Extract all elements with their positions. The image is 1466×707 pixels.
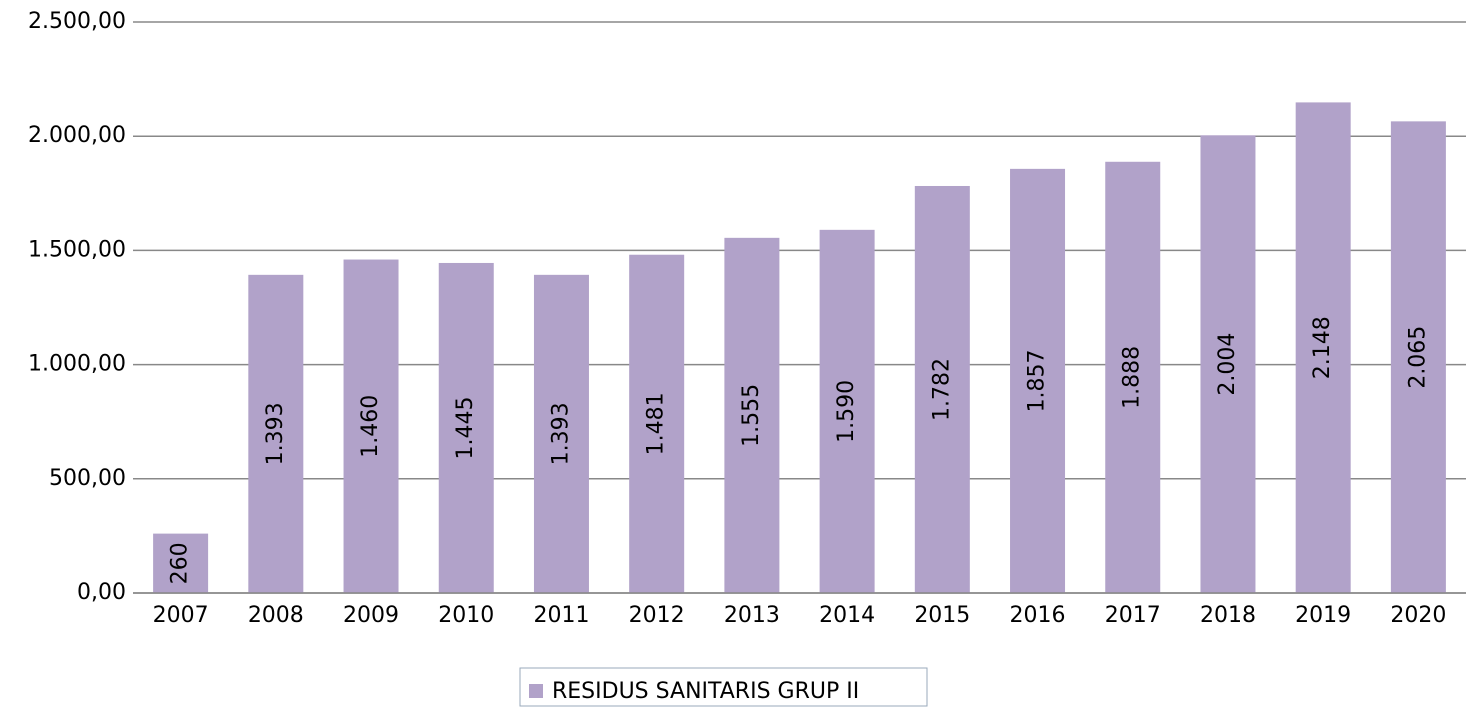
x-tick-label: 2007 xyxy=(153,603,209,628)
x-tick-label: 2016 xyxy=(1010,603,1066,628)
value-label: 2.065 xyxy=(1405,326,1430,389)
value-label: 1.590 xyxy=(834,380,859,443)
x-tick-label: 2010 xyxy=(438,603,494,628)
bar xyxy=(1010,168,1066,593)
y-tick-label: 1.500,00 xyxy=(28,237,126,262)
y-tick-label: 2.000,00 xyxy=(28,123,126,148)
x-tick-label: 2020 xyxy=(1390,603,1446,628)
x-tick-label: 2009 xyxy=(343,603,399,628)
bar xyxy=(1200,135,1256,593)
x-tick-label: 2017 xyxy=(1105,603,1161,628)
legend-swatch xyxy=(529,684,543,698)
x-tick-label: 2013 xyxy=(724,603,780,628)
x-tick-label: 2014 xyxy=(819,603,875,628)
value-label: 1.857 xyxy=(1025,349,1050,412)
value-label: 1.393 xyxy=(548,402,573,465)
value-label: 1.445 xyxy=(453,396,478,459)
value-label: 2.004 xyxy=(1215,333,1240,396)
bar xyxy=(819,229,875,593)
legend-label: RESIDUS SANITARIS GRUP II xyxy=(552,679,859,704)
bar xyxy=(629,254,685,593)
x-tick-label: 2019 xyxy=(1295,603,1351,628)
bar xyxy=(533,274,589,593)
x-tick-label: 2012 xyxy=(629,603,685,628)
y-tick-label: 1.000,00 xyxy=(28,352,126,377)
value-label: 1.393 xyxy=(263,402,288,465)
x-tick-label: 2015 xyxy=(914,603,970,628)
x-tick-label: 2008 xyxy=(248,603,304,628)
y-tick-label: 500,00 xyxy=(49,466,126,491)
value-label: 1.782 xyxy=(929,358,954,421)
bar xyxy=(914,185,970,593)
value-label: 260 xyxy=(168,542,193,584)
value-label: 1.888 xyxy=(1120,346,1145,409)
bar xyxy=(343,259,399,593)
y-tick-label: 0,00 xyxy=(77,580,126,605)
legend-box xyxy=(519,667,928,707)
bar xyxy=(1390,121,1446,593)
bar xyxy=(153,533,209,593)
y-tick-label: 2.500,00 xyxy=(28,9,126,34)
bar xyxy=(724,237,780,593)
bar xyxy=(248,274,304,593)
bar xyxy=(438,262,494,593)
bar xyxy=(1295,102,1351,594)
x-tick-label: 2018 xyxy=(1200,603,1256,628)
value-label: 1.555 xyxy=(739,384,764,447)
x-tick-label: 2011 xyxy=(533,603,589,628)
value-label: 1.481 xyxy=(644,392,669,455)
bar xyxy=(1105,161,1161,593)
value-label: 2.148 xyxy=(1310,316,1335,379)
value-label: 1.460 xyxy=(358,395,383,458)
